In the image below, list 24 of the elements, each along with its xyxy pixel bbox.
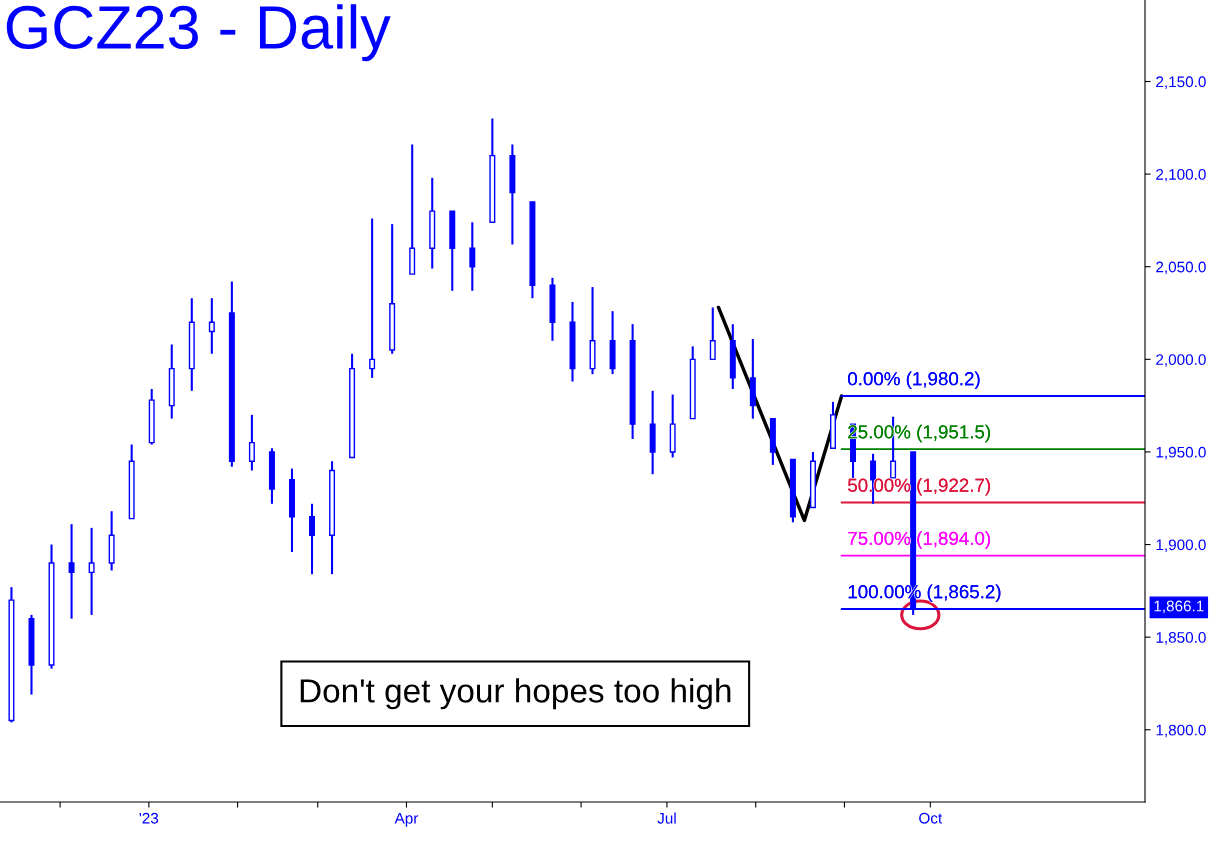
- x-tick-label: Jul: [657, 812, 676, 824]
- y-tick-label: 2,050.0: [1156, 261, 1206, 275]
- y-tick-label: 1,900.0: [1156, 539, 1206, 553]
- y-tick-label: 2,100.0: [1156, 168, 1206, 182]
- candlestick: [309, 502, 315, 576]
- candlestick: [88, 526, 95, 616]
- y-tick-label: 2,000.0: [1156, 354, 1206, 367]
- candlestick: [369, 217, 376, 379]
- y-tick-label: 1,800.0: [1156, 724, 1206, 738]
- y-tick-label: 1,850.0: [1156, 632, 1206, 645]
- chart-title: GCZ23 - Daily: [6, 4, 391, 62]
- candlestick: [469, 221, 476, 292]
- x-tick-label: '23: [139, 812, 159, 824]
- candlestick: [248, 413, 255, 472]
- annotation: 0.00% (1,980.2): [848, 371, 980, 390]
- candlestick: [208, 297, 215, 355]
- annotation: Don't get your hopes too high: [300, 678, 731, 710]
- y-tick-label: 2,150.0: [1156, 76, 1206, 89]
- text: 1,866.1: [1154, 600, 1204, 614]
- y-tick-label: 1,950.0: [1156, 446, 1206, 460]
- candlestick: [709, 306, 716, 361]
- x-tick-label: Apr: [394, 812, 419, 827]
- candlestick: [68, 523, 75, 620]
- x-tick-label: Oct: [919, 812, 943, 824]
